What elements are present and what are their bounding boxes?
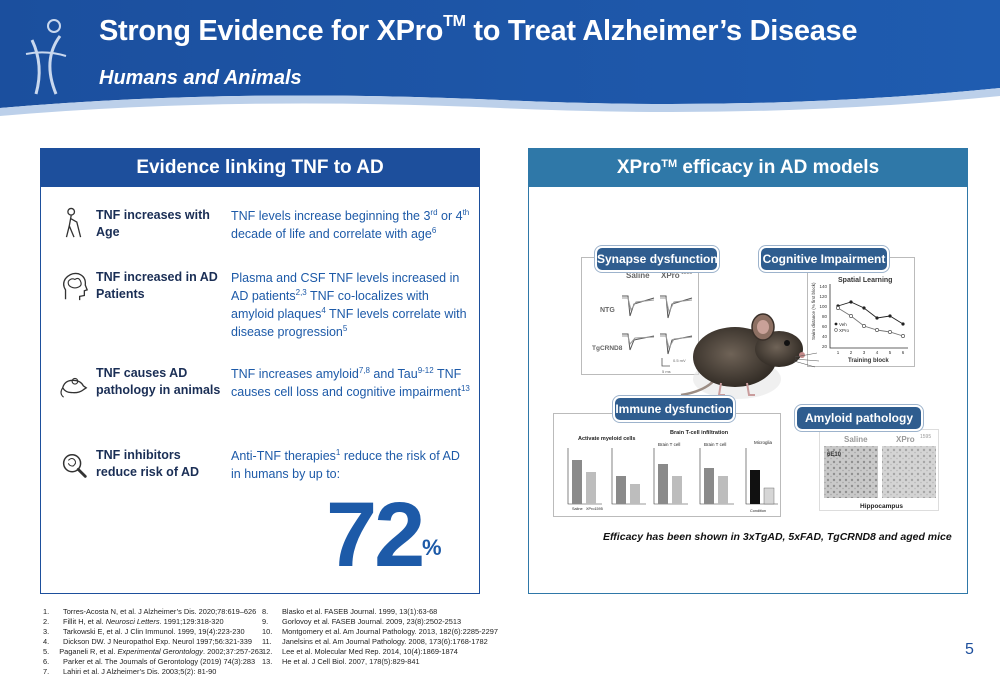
efficacy-panel: XProTM efficacy in AD models Saline XPro…: [528, 148, 968, 594]
evidence-row-inhibitors: TNF inhibitors reduce risk of AD Anti-TN…: [41, 447, 479, 587]
immune-t1: Activate myeloid cells: [578, 436, 635, 442]
cognitive-xlabel: Training block: [848, 358, 889, 364]
synapse-row1: NTG: [600, 307, 615, 314]
immune-t2b: Brain T cell: [704, 442, 726, 447]
reference-item: 6. Parker et al. The Journals of Gerontol…: [43, 657, 256, 666]
immune-t2a: Brain T cell: [658, 442, 680, 447]
cognitive-impairment-label: Cognitive Impairment: [761, 248, 887, 270]
mouse-photo: [680, 313, 820, 399]
reference-item: 1. Torres-Acosta N, et al. J Alzheimer’s …: [43, 607, 257, 616]
reference-item: 10. Montgomery et al. Am Journal Patholog…: [262, 627, 498, 636]
cognitive-xtick: 6: [902, 350, 905, 355]
reference-item: 2. Fillit H, et al. Neurosci Letters. 199…: [43, 617, 224, 626]
reference-item: 11. Janelsins et al. Am Journal Pathology…: [262, 637, 488, 646]
amyloid-region: Hippocampus: [860, 503, 903, 510]
amyloid-staining-images: Saline XPro 1595 6E10 Hippocampus: [824, 434, 936, 510]
cognitive-xtick: 4: [876, 350, 879, 355]
evidence-panel-title: Evidence linking TNF to AD: [41, 149, 479, 187]
reference-item: 13. He et al. J Cell Biol. 2007, 178(5):8…: [262, 657, 420, 666]
amyloid-col1: Saline: [844, 435, 868, 444]
slide-title: Strong Evidence for XProTM to Treat Alzh…: [99, 13, 858, 47]
immune-figure: Activate myeloid cells Brain T-cell infi…: [553, 413, 781, 517]
elderly-person-icon: [65, 207, 82, 238]
efficacy-note: Efficacy has been shown in 3xTgAD, 5xFAD…: [603, 531, 952, 543]
cognitive-xtick: 1: [837, 350, 840, 355]
reference-item: 8. Blasko et al. FASEB Journal. 1999, 13(…: [262, 607, 438, 616]
synapse-row2: TgCRND8: [592, 345, 623, 352]
references-right: 8. Blasko et al. FASEB Journal. 1999, 13(…: [262, 607, 512, 667]
evidence-label: TNF increased in AD Patients: [96, 270, 218, 301]
synapse-col2-sup: 1595: [681, 270, 692, 276]
mouse-icon: [60, 377, 88, 398]
synapse-scale-t: 5 ms: [662, 369, 671, 374]
slide-header: Strong Evidence for XProTM to Treat Alzh…: [0, 0, 1000, 122]
efficacy-panel-title: XProTM efficacy in AD models: [529, 149, 967, 187]
cognitive-ytick: 100: [819, 304, 827, 309]
immune-x2: XPro1595: [586, 507, 603, 511]
synapse-figure: Saline XPro 1595 NTG TgCRND8 0.5 mV 5 ms: [581, 257, 699, 375]
reference-item: 12. Lee et al. Molecular Med Rep. 2014, 1…: [262, 647, 458, 656]
evidence-label: TNF causes AD pathology in animals: [96, 366, 221, 397]
risk-reduction-unit: %: [422, 535, 442, 560]
reference-item: 7. Lahiri et al. J Alzheimer’s Dis. 2003;…: [43, 667, 217, 676]
cognitive-figure: Spatial Learning Swim distance (% first …: [807, 257, 915, 367]
cognitive-xtick: 5: [889, 350, 892, 355]
synapse-col1: Saline: [626, 271, 650, 280]
cognitive-chart-title: Spatial Learning: [838, 277, 892, 284]
amyloid-col2: XPro: [896, 435, 915, 444]
risk-reduction-number: 72: [326, 484, 425, 586]
reference-item: 9. Gorlovoy et al. FASEB Journal. 2009, 2…: [262, 617, 462, 626]
amyloid-pathology-label: Amyloid pathology: [797, 407, 921, 429]
synapse-scale-v: 0.5 mV: [673, 358, 686, 363]
amyloid-figure: Saline XPro 1595 6E10 Hippocampus: [819, 429, 939, 511]
cognitive-ytick: 80: [822, 314, 828, 319]
reference-item: 3. Tarkowski E, et al. J Clin Immunol. 19…: [43, 627, 245, 636]
reference-item: 5. Paganeli R, et al. Experimental Geront…: [43, 647, 263, 656]
company-logo-icon: [25, 19, 67, 95]
cognitive-ytick: 20: [822, 344, 828, 349]
evidence-text: Plasma and CSF TNF levels increased in A…: [231, 271, 467, 339]
evidence-label: TNF increases with Age: [96, 208, 210, 239]
evidence-text: TNF increases amyloid7,8 and Tau9-12 TNF…: [231, 366, 470, 399]
cognitive-xtick: 2: [850, 350, 853, 355]
reference-item: 4. Dickson DW. J Neuropathol Exp. Neurol …: [43, 637, 252, 646]
evidence-row-age: TNF increases with Age TNF levels increa…: [41, 207, 479, 257]
magnifier-icon: [62, 454, 87, 478]
immune-x1: Saline: [572, 507, 583, 511]
amyloid-col2-sup: 1595: [920, 434, 931, 440]
cognitive-ytick: 60: [822, 324, 828, 329]
references-left: 1. Torres-Acosta N, et al. J Alzheimer’s …: [43, 607, 263, 677]
slide-subtitle: Humans and Animals: [99, 67, 302, 89]
evidence-panel: Evidence linking TNF to AD TNF increases…: [40, 148, 480, 594]
immune-dysfunction-label: Immune dysfunction: [615, 398, 733, 420]
page-number: 5: [965, 641, 974, 658]
header-wave-background: [0, 0, 1000, 116]
immune-bar-charts: Activate myeloid cells Brain T-cell infi…: [567, 430, 778, 513]
spatial-learning-chart: Spatial Learning Swim distance (% first …: [811, 277, 908, 364]
evidence-row-animals: TNF causes AD pathology in animals TNF i…: [41, 365, 479, 425]
cognitive-ylabel: Swim distance (% first block): [811, 282, 816, 340]
brain-head-icon: [62, 272, 89, 301]
synapse-dysfunction-label: Synapse dysfunction: [597, 248, 718, 270]
immune-t2: Brain T-cell infiltration: [670, 430, 729, 436]
amyloid-stain: 6E10: [827, 452, 842, 458]
evidence-text: TNF levels increase beginning the 3rd or…: [231, 208, 470, 241]
evidence-row-patients: TNF increased in AD Patients Plasma and …: [41, 269, 479, 349]
cognitive-ytick: 140: [819, 284, 827, 289]
evidence-label: TNF inhibitors reduce risk of AD: [96, 448, 200, 479]
synapse-traces-figure: Saline XPro 1595 NTG TgCRND8 0.5 mV 5 ms: [592, 270, 692, 374]
evidence-text: Anti-TNF therapies1 reduce the risk of A…: [231, 448, 460, 481]
cognitive-xtick: 3: [863, 350, 866, 355]
cognitive-legend-xpro: XPro: [839, 328, 850, 333]
immune-t3: Microglia: [754, 440, 773, 445]
synapse-col2: XPro: [661, 271, 680, 280]
cognitive-ytick: 40: [822, 334, 828, 339]
immune-cond: Condition: [750, 509, 766, 513]
cognitive-ytick: 120: [819, 294, 827, 299]
cognitive-legend-veh: Veh: [839, 322, 847, 327]
